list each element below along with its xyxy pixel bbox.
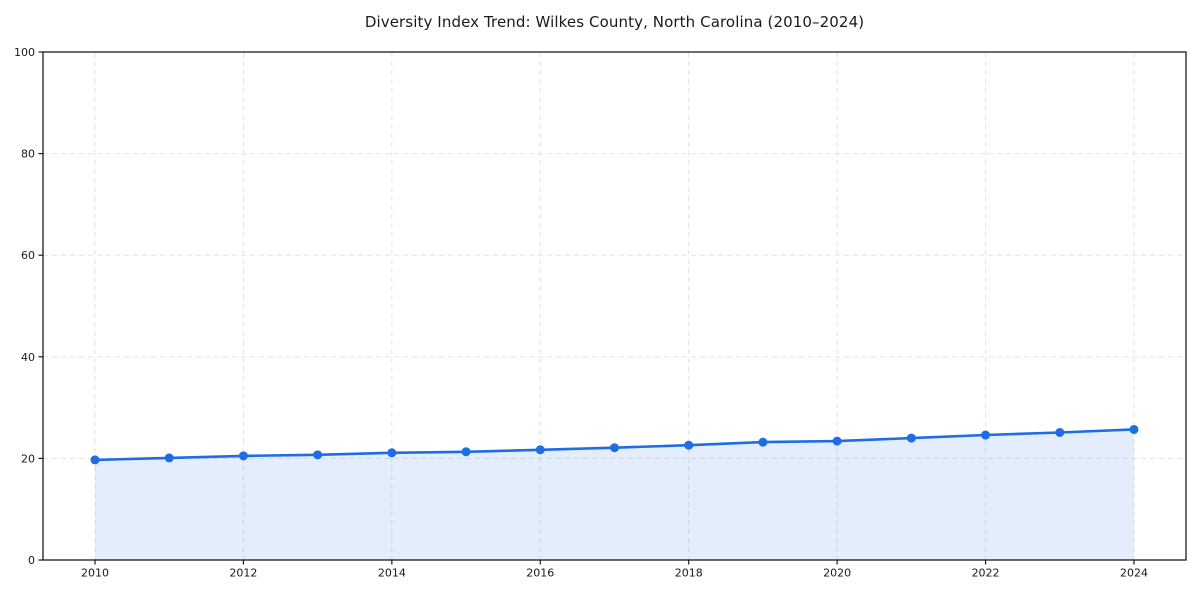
data-point: [981, 430, 991, 440]
y-axis-tick-labels: 0 20 40 60 80 100: [14, 46, 35, 567]
x-tick-label: 2024: [1120, 567, 1148, 580]
data-point: [387, 448, 397, 458]
x-tick-label: 2016: [526, 567, 554, 580]
y-tick-label: 60: [21, 249, 35, 262]
data-point: [684, 440, 694, 450]
data-point: [238, 451, 248, 461]
y-tick-label: 100: [14, 46, 35, 59]
plot-border: [42, 51, 1187, 561]
chart-title: Diversity Index Trend: Wilkes County, No…: [364, 13, 865, 31]
data-point: [1055, 427, 1065, 437]
x-tick-label: 2022: [972, 567, 1000, 580]
x-tick-label: 2010: [81, 567, 109, 580]
data-point: [461, 447, 471, 457]
data-point: [906, 433, 916, 443]
data-point: [610, 443, 619, 453]
data-point: [535, 445, 545, 455]
y-tick-label: 40: [21, 351, 35, 364]
data-point-markers: [90, 424, 1139, 465]
area-fill: [95, 429, 1134, 560]
x-tick-label: 2020: [823, 567, 851, 580]
data-point: [758, 437, 768, 447]
data-point: [832, 436, 842, 446]
data-point: [164, 453, 174, 463]
data-point: [313, 450, 323, 460]
x-tick-label: 2018: [675, 567, 703, 580]
y-tick-label: 0: [28, 554, 35, 567]
x-tick-label: 2014: [378, 567, 406, 580]
data-point: [90, 455, 100, 465]
x-axis-tick-labels: 2010 2012 2014 2016 2018 2020 2022 2024: [81, 567, 1148, 580]
y-tick-label: 80: [21, 148, 35, 161]
data-point: [1129, 424, 1139, 434]
x-tick-label: 2012: [229, 567, 257, 580]
axis-ticks: [38, 51, 1135, 565]
y-tick-label: 20: [21, 452, 35, 465]
